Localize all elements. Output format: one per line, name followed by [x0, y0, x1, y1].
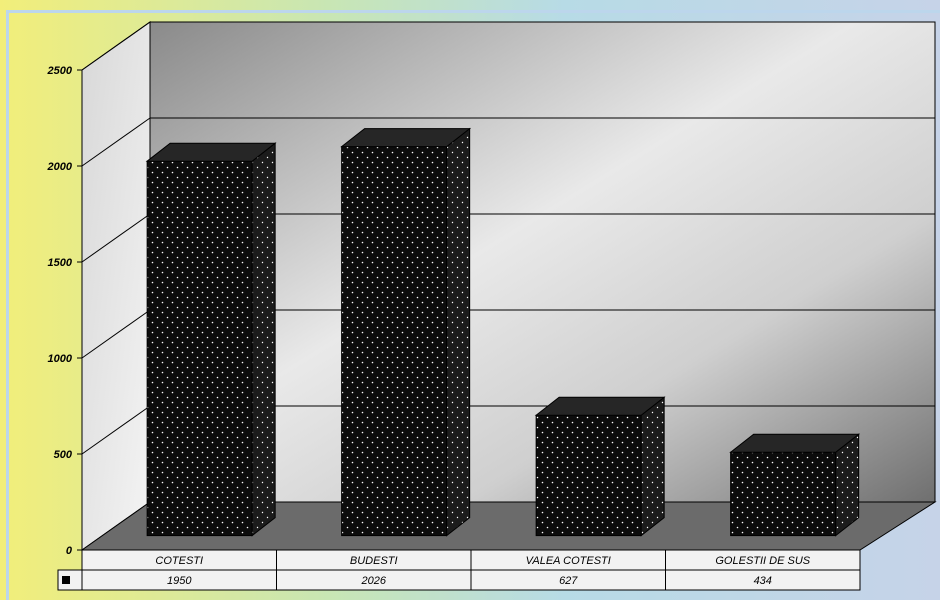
y-tick-label: 1000 [48, 353, 73, 365]
category-label: BUDESTI [350, 555, 398, 567]
y-tick-label: 1500 [48, 257, 73, 269]
data-value-label: 434 [754, 575, 772, 587]
y-tick-label: 0 [66, 545, 73, 557]
category-label: VALEA COTESTI [526, 555, 611, 567]
side-wall [81, 21, 151, 551]
data-value-label: 627 [559, 575, 578, 587]
bar-top [534, 396, 666, 416]
gridline-side [81, 309, 151, 359]
bar-side [640, 396, 665, 537]
y-tick-label: 2500 [47, 65, 73, 77]
gridline-side [81, 21, 151, 71]
category-label: GOLESTII DE SUS [715, 555, 810, 567]
bar-side [251, 142, 276, 537]
chart-frame: 0 500 1000 1500 2000 2500 COTESTI 1950 BUDESTI 2… [6, 10, 940, 600]
bar-top [340, 128, 472, 148]
square-icon [62, 576, 70, 584]
data-table: COTESTI 1950 BUDESTI 2026 VALEA COTESTI 627 GO… [57, 549, 861, 591]
bar-budesti [340, 127, 472, 537]
bar-top [729, 433, 861, 453]
bar-valea-cotesti [534, 396, 666, 537]
bar-cotesti [145, 142, 277, 537]
data-value-label: 1950 [167, 575, 192, 587]
category-label: COTESTI [155, 555, 203, 567]
bar-front [730, 451, 837, 537]
bar-golestii-de-sus [729, 433, 861, 537]
gridline-side [81, 117, 151, 167]
y-tick-label: 2000 [47, 161, 73, 173]
bar-chart: 0 500 1000 1500 2000 2500 COTESTI 1950 BUDESTI 2… [47, 21, 937, 591]
gridline-side [81, 405, 151, 455]
bar-front [535, 414, 642, 537]
bar-front [341, 146, 448, 537]
bars [145, 127, 861, 537]
bar-front [146, 160, 253, 537]
gridlines [81, 21, 935, 455]
data-value-label: 2026 [361, 575, 387, 587]
bar-side [446, 127, 471, 537]
y-axis-ticks: 0 500 1000 1500 2000 2500 [47, 65, 83, 557]
gridline-side [81, 213, 151, 263]
y-tick-label: 500 [54, 449, 73, 461]
bar-top [145, 142, 277, 162]
